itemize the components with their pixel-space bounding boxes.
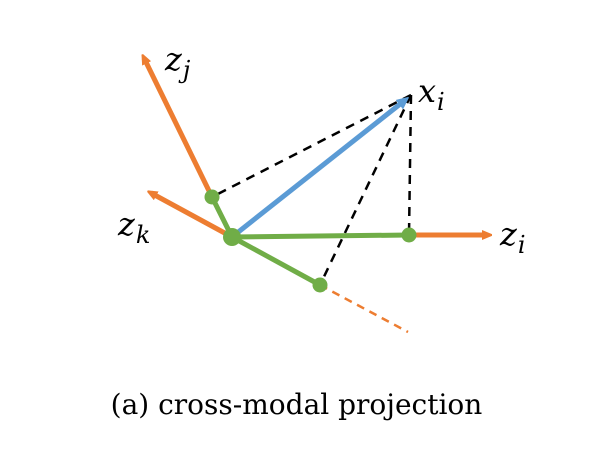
label-zi: zi xyxy=(499,215,526,259)
guide-to-zj-projection xyxy=(211,93,412,199)
label-xi: xi xyxy=(418,72,445,116)
projection-zk xyxy=(230,234,322,288)
projection-zi xyxy=(231,232,410,240)
axis-zk xyxy=(151,193,234,240)
guide-to-zi-projection xyxy=(407,94,413,236)
figure-caption: (a) cross-modal projection xyxy=(110,388,483,421)
point-zk-projection xyxy=(312,277,328,293)
label-zj: zj xyxy=(164,40,191,84)
guide-to-zk-projection xyxy=(318,94,413,286)
label-zk: zk xyxy=(117,205,150,249)
axis-zk-extension xyxy=(319,283,409,334)
point-zi-projection xyxy=(401,227,417,243)
vector-xi xyxy=(230,101,404,239)
origin-point xyxy=(223,228,241,246)
axis-zj xyxy=(144,58,215,199)
point-zj-projection xyxy=(204,189,220,205)
